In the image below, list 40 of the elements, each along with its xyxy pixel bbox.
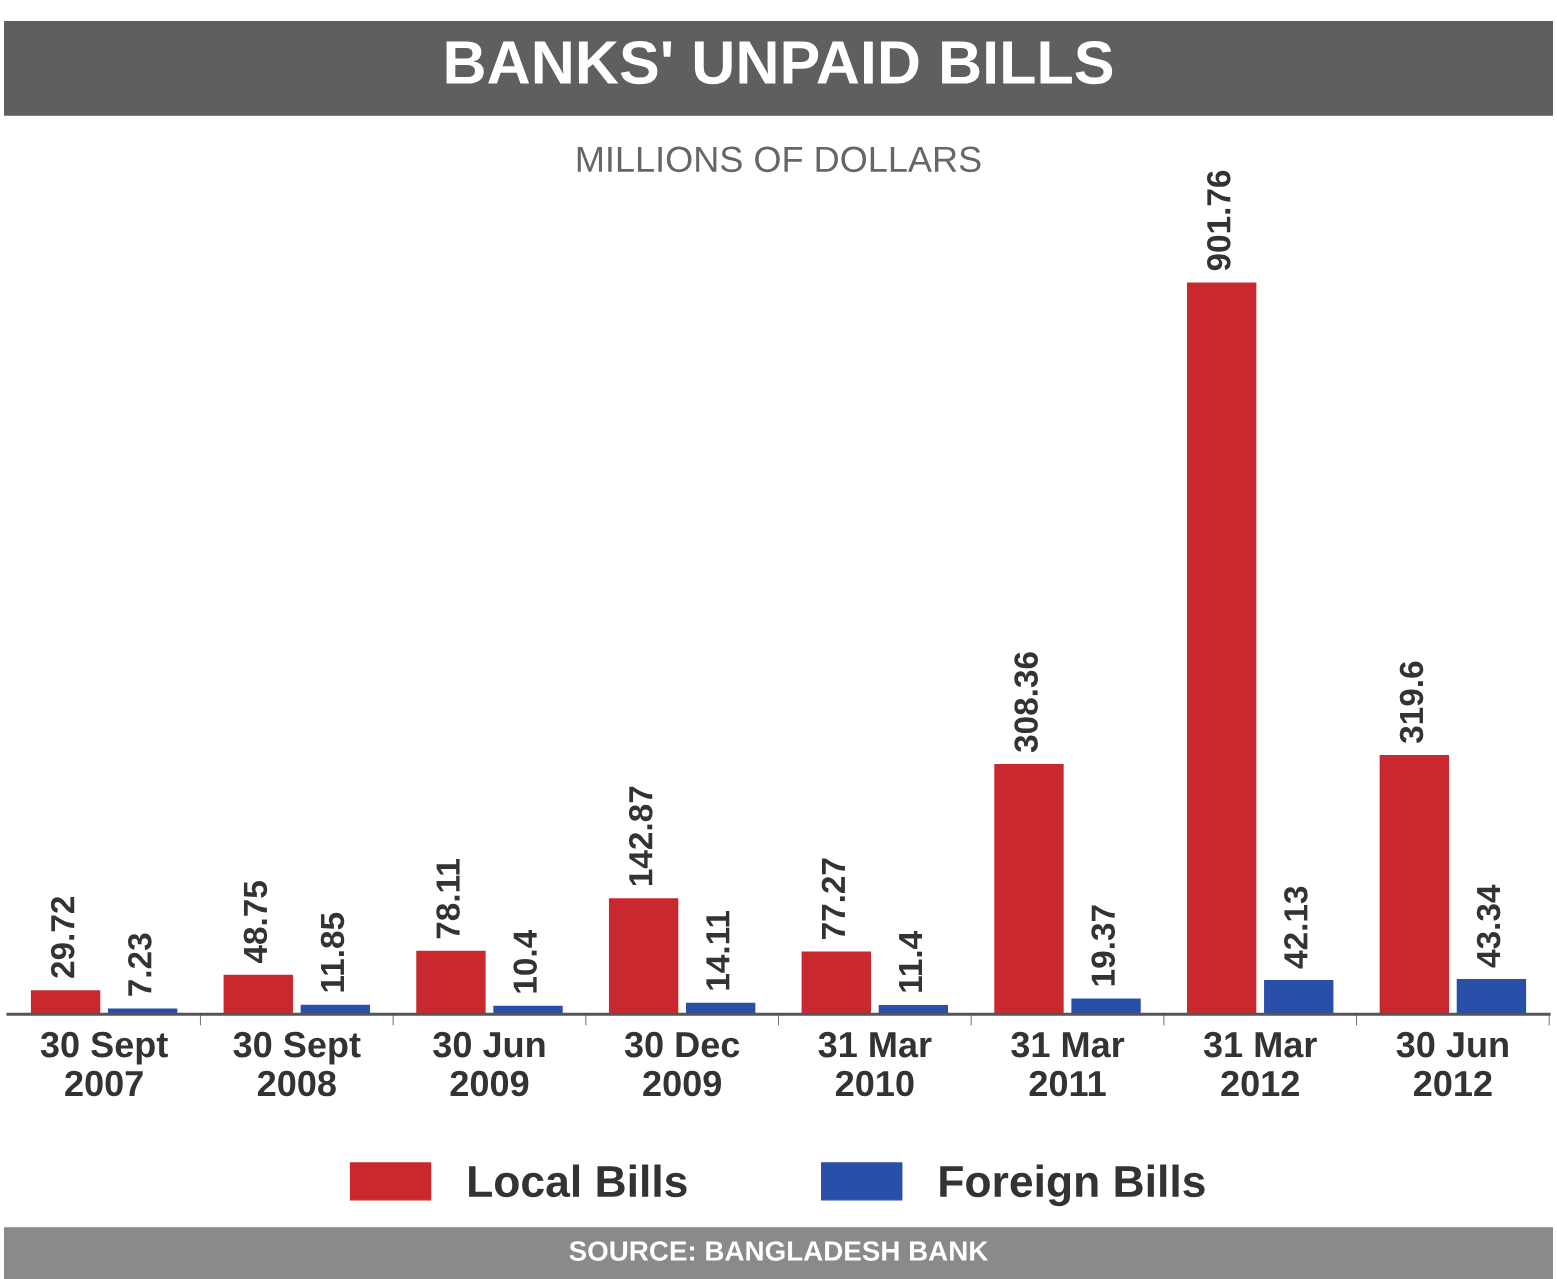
data-label: 142.87	[628, 786, 653, 886]
data-label: 319.6	[1399, 661, 1424, 744]
bar	[416, 950, 486, 1015]
data-label: 901.76	[1207, 170, 1231, 271]
x-tick-label: 31 Mar 2010	[818, 1031, 932, 1097]
legend-label: Local Bills	[469, 1164, 687, 1198]
data-label: 77.27	[821, 858, 845, 940]
x-tick-label: 30 Sept 2008	[233, 1031, 361, 1097]
bar	[1186, 282, 1257, 1015]
x-tick-label: 30 Jun 2012	[1396, 1031, 1508, 1097]
data-label: 14.11	[706, 911, 730, 990]
legend-label: Foreign Bills	[940, 1164, 1205, 1207]
data-label: 11.4	[899, 931, 922, 992]
data-label: 48.75	[243, 881, 268, 964]
chart-subtitle: MILLIONS OF DOLLARS	[577, 146, 981, 173]
bar	[1379, 754, 1450, 1015]
x-tick-label: 30 Sept 2007	[40, 1031, 168, 1097]
data-label: 7.23	[128, 933, 152, 996]
x-tick-label: 31 Mar 2012	[1203, 1031, 1317, 1097]
data-label: 29.72	[50, 896, 75, 978]
bar	[801, 951, 871, 1015]
bar	[994, 764, 1064, 1015]
bar	[1456, 979, 1527, 1015]
bar	[1071, 998, 1141, 1015]
data-label: 10.4	[513, 930, 537, 993]
bar	[30, 990, 101, 1015]
x-tick-label: 31 Mar 2011	[1011, 1031, 1125, 1097]
source-note: SOURCE: BANGLADESH BANK	[569, 1241, 989, 1261]
bar	[608, 898, 679, 1015]
data-label: 11.85	[320, 912, 345, 992]
data-label: 308.36	[1014, 652, 1038, 753]
bar	[1264, 980, 1334, 1015]
x-tick-label: 30 Jun 2009	[433, 1031, 545, 1097]
data-label: 42.13	[1284, 886, 1308, 969]
data-label: 78.11	[436, 859, 460, 939]
x-tick-label: 30 Dec 2009	[624, 1031, 740, 1097]
data-label: 43.34	[1476, 884, 1501, 968]
data-label: 19.37	[1091, 905, 1116, 986]
chart-title: BANKS' UNPAID BILLS	[446, 40, 1113, 85]
bar	[223, 974, 293, 1015]
